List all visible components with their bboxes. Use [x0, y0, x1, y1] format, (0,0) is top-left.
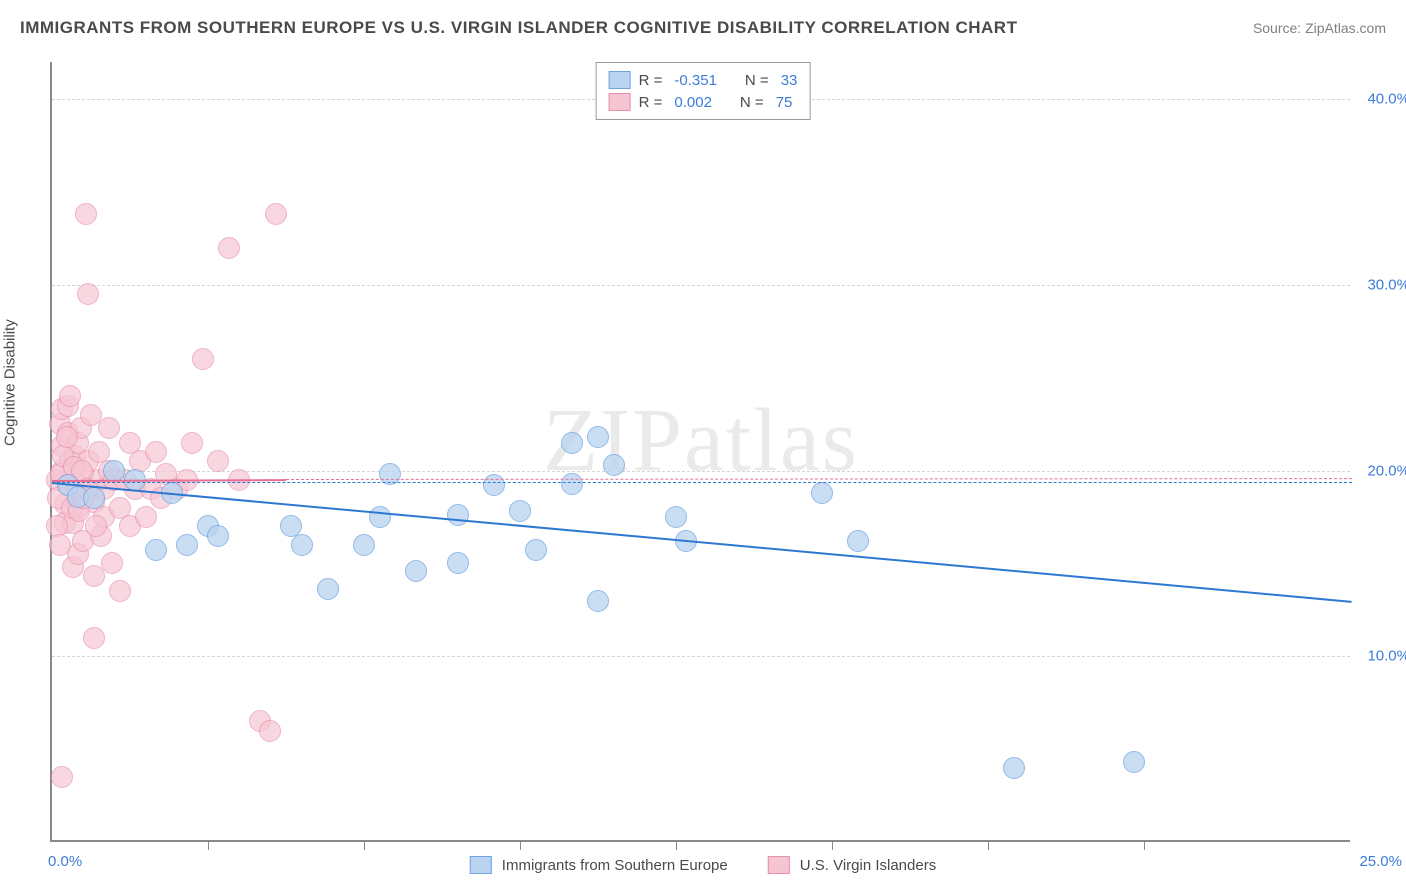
scatter-point — [369, 506, 391, 528]
legend-r-value: 0.002 — [674, 94, 712, 111]
scatter-point — [665, 506, 687, 528]
scatter-point — [145, 441, 167, 463]
series-legend: Immigrants from Southern Europe U.S. Virg… — [470, 856, 936, 874]
scatter-point — [603, 454, 625, 476]
scatter-point — [561, 473, 583, 495]
legend-r-label: R = — [639, 72, 663, 89]
scatter-point — [83, 487, 105, 509]
scatter-point — [353, 534, 375, 556]
scatter-point — [207, 450, 229, 472]
scatter-point — [447, 504, 469, 526]
scatter-point — [75, 203, 97, 225]
y-axis-title: Cognitive Disability — [2, 319, 19, 446]
scatter-point — [218, 237, 240, 259]
scatter-point — [98, 417, 120, 439]
scatter-point — [405, 560, 427, 582]
scatter-point — [49, 534, 71, 556]
scatter-point — [103, 460, 125, 482]
scatter-point — [101, 552, 123, 574]
scatter-point — [259, 720, 281, 742]
chart-container: IMMIGRANTS FROM SOUTHERN EUROPE VS U.S. … — [0, 0, 1406, 892]
plot-area: ZIPatlas 10.0%20.0%30.0%40.0%0.0%25.0% — [50, 62, 1350, 842]
scatter-point — [483, 474, 505, 496]
legend-swatch — [609, 71, 631, 89]
x-start-label: 0.0% — [48, 853, 82, 870]
scatter-point — [587, 590, 609, 612]
scatter-point — [447, 552, 469, 574]
scatter-point — [1123, 751, 1145, 773]
legend-r-label: R = — [639, 94, 663, 111]
y-tick-label: 30.0% — [1367, 276, 1406, 293]
scatter-point — [192, 348, 214, 370]
chart-title: IMMIGRANTS FROM SOUTHERN EUROPE VS U.S. … — [20, 18, 1017, 38]
source-prefix: Source: — [1253, 20, 1305, 36]
legend-row: R = -0.351 N = 33 — [609, 69, 798, 91]
legend-swatch — [768, 856, 790, 874]
scatter-point — [135, 506, 157, 528]
scatter-point — [145, 539, 167, 561]
scatter-point — [587, 426, 609, 448]
scatter-point — [317, 578, 339, 600]
legend-swatch — [470, 856, 492, 874]
source-attribution: Source: ZipAtlas.com — [1253, 20, 1386, 36]
x-tick — [364, 840, 365, 850]
scatter-point — [561, 432, 583, 454]
scatter-point — [77, 283, 99, 305]
source-name: ZipAtlas.com — [1305, 20, 1386, 36]
legend-n-value: 33 — [781, 72, 798, 89]
y-tick-label: 40.0% — [1367, 91, 1406, 108]
x-tick — [988, 840, 989, 850]
scatter-point — [56, 426, 78, 448]
legend-n-label: N = — [740, 94, 764, 111]
scatter-point — [509, 500, 531, 522]
scatter-point — [811, 482, 833, 504]
legend-row: R = 0.002 N = 75 — [609, 91, 798, 113]
scatter-point — [85, 515, 107, 537]
scatter-point — [1003, 757, 1025, 779]
series-name: Immigrants from Southern Europe — [502, 857, 728, 874]
scatter-point — [176, 534, 198, 556]
y-tick-label: 20.0% — [1367, 462, 1406, 479]
series-name: U.S. Virgin Islanders — [800, 857, 936, 874]
x-tick — [832, 840, 833, 850]
scatter-point — [207, 525, 229, 547]
legend-n-value: 75 — [776, 94, 793, 111]
legend-n-label: N = — [745, 72, 769, 89]
scatter-point — [83, 627, 105, 649]
scatter-point — [525, 539, 547, 561]
trend-line-extension — [52, 482, 1352, 483]
scatter-point — [51, 766, 73, 788]
gridline-h — [52, 285, 1350, 286]
gridline-h — [52, 656, 1350, 657]
legend-r-value: -0.351 — [674, 72, 717, 89]
scatter-point — [181, 432, 203, 454]
trend-line — [52, 482, 1352, 603]
scatter-point — [59, 385, 81, 407]
x-tick — [1144, 840, 1145, 850]
x-end-label: 25.0% — [1359, 853, 1402, 870]
correlation-legend: R = -0.351 N = 33 R = 0.002 N = 75 — [596, 62, 811, 120]
x-tick — [520, 840, 521, 850]
scatter-point — [291, 534, 313, 556]
bottom-legend-item: U.S. Virgin Islanders — [768, 856, 936, 874]
scatter-point — [265, 203, 287, 225]
scatter-point — [109, 580, 131, 602]
legend-swatch — [609, 93, 631, 111]
scatter-point — [847, 530, 869, 552]
bottom-legend-item: Immigrants from Southern Europe — [470, 856, 728, 874]
x-tick — [676, 840, 677, 850]
trend-line-extension — [286, 478, 1352, 480]
y-tick-label: 10.0% — [1367, 648, 1406, 665]
x-tick — [208, 840, 209, 850]
